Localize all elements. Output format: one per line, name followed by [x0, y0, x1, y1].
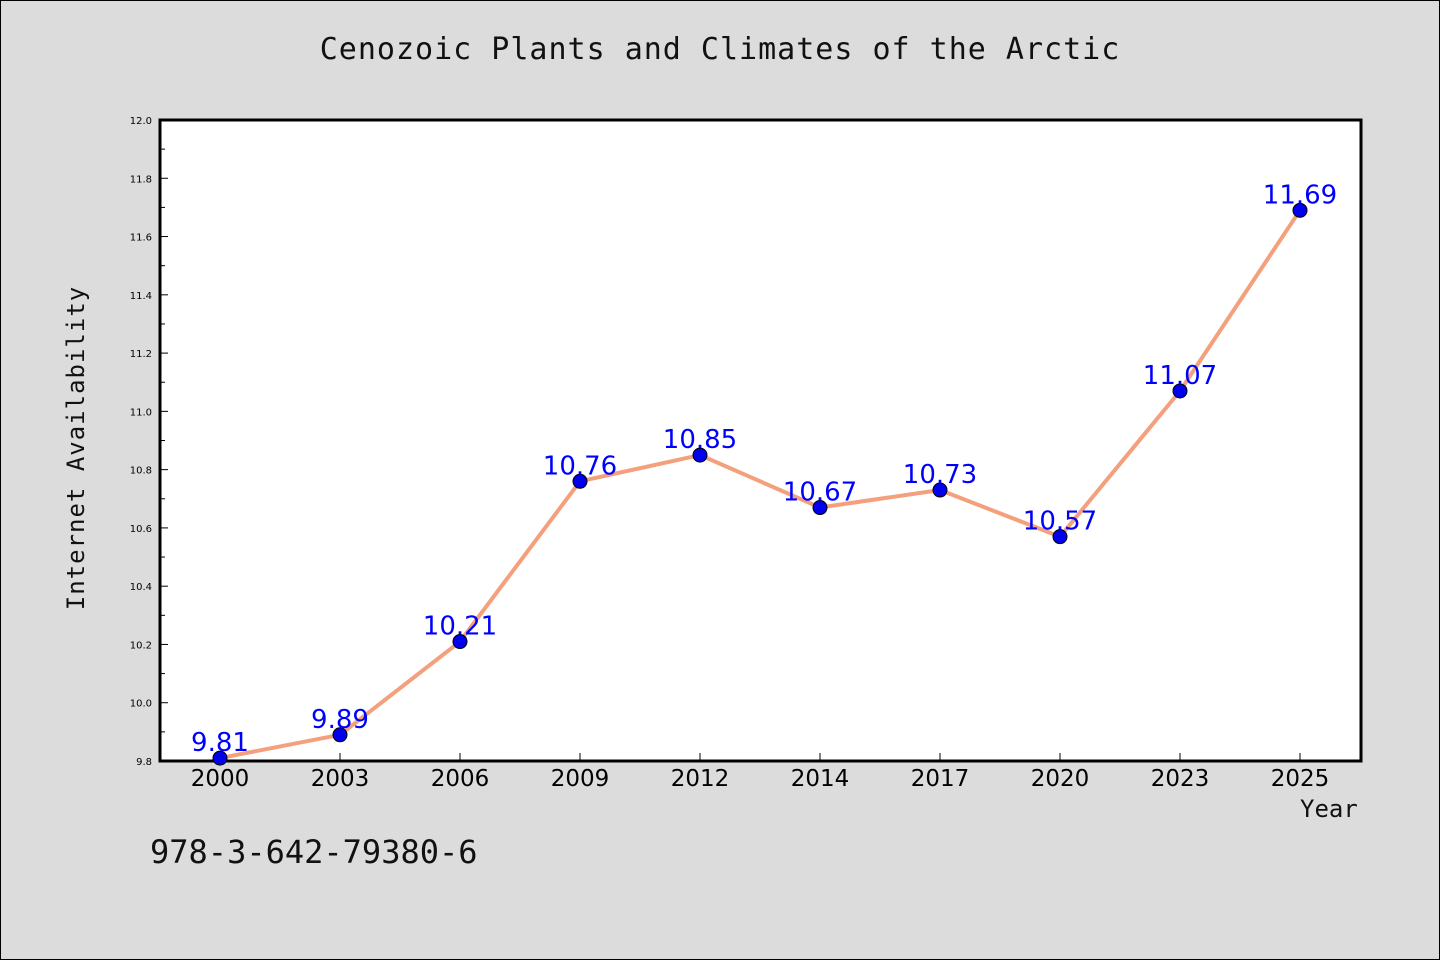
plot-area: [158, 118, 1363, 763]
data-label: 10.57: [1023, 507, 1097, 537]
y-tick-label: 10.6: [130, 524, 152, 535]
x-tick-label: 2020: [1031, 766, 1090, 792]
x-tick-label: 2000: [191, 766, 250, 792]
data-label: 10.85: [663, 425, 737, 455]
x-tick-label: 2009: [551, 766, 610, 792]
y-tick-label: 10.2: [130, 640, 152, 651]
data-point: [692, 447, 708, 463]
data-label: 11.69: [1263, 180, 1337, 210]
isbn-text: 978-3-642-79380-6: [150, 833, 478, 871]
chart-title: Cenozoic Plants and Climates of the Arct…: [319, 32, 1121, 67]
data-label: 10.21: [423, 612, 497, 642]
y-tick-label: 12.0: [130, 116, 152, 127]
data-label: 11.07: [1143, 361, 1217, 391]
y-tick-label: 11.2: [130, 349, 152, 360]
data-point: [572, 473, 588, 489]
data-label: 9.81: [191, 728, 249, 758]
data-label: 10.73: [903, 460, 977, 490]
y-axis: 9.8 10.0 10.2 10.4 10.6 10.8 11.0 11.2 11.4 11.6 1…: [130, 116, 168, 768]
data-point: [452, 634, 468, 650]
data-point: [932, 482, 948, 498]
x-tick-label: 2025: [1271, 766, 1330, 792]
x-tick-label: 2023: [1151, 766, 1210, 792]
y-tick-label: 10.4: [130, 582, 152, 593]
series-line: [218, 208, 1302, 761]
data-point: [1292, 202, 1308, 218]
x-tick-label: 2017: [911, 766, 970, 792]
data-point: [332, 727, 348, 743]
y-tick-label: 10.8: [130, 466, 152, 477]
x-tick-label: 2003: [311, 766, 370, 792]
x-tick-label: 2012: [671, 766, 730, 792]
data-point: [1052, 529, 1068, 545]
data-label: 10.67: [783, 478, 857, 508]
y-tick-label: 11.6: [130, 233, 152, 244]
data-point: [1172, 383, 1188, 399]
data-markers: [212, 202, 1308, 766]
x-tick-label: 2006: [431, 766, 490, 792]
y-tick-label: 11.0: [130, 407, 152, 418]
y-tick-label: 9.8: [136, 757, 152, 768]
data-point: [212, 750, 228, 766]
y-tick-label: 11.8: [130, 174, 152, 185]
data-label: 9.89: [311, 705, 369, 735]
x-tick-label: 2014: [791, 766, 850, 792]
y-tick-label: 10.0: [130, 699, 152, 710]
y-tick-label: 11.4: [130, 291, 152, 302]
x-axis-label: Year: [1300, 795, 1358, 823]
data-point: [812, 500, 828, 516]
x-axis: 2000 2003 2006 2009 2012 2014 2017 2020 2023 2025: [191, 753, 1330, 792]
data-label: 10.76: [543, 451, 617, 481]
data-labels: 9.81 9.89 10.21 10.76 10.85 10.67 10.73 10.57 11…: [191, 180, 1337, 758]
